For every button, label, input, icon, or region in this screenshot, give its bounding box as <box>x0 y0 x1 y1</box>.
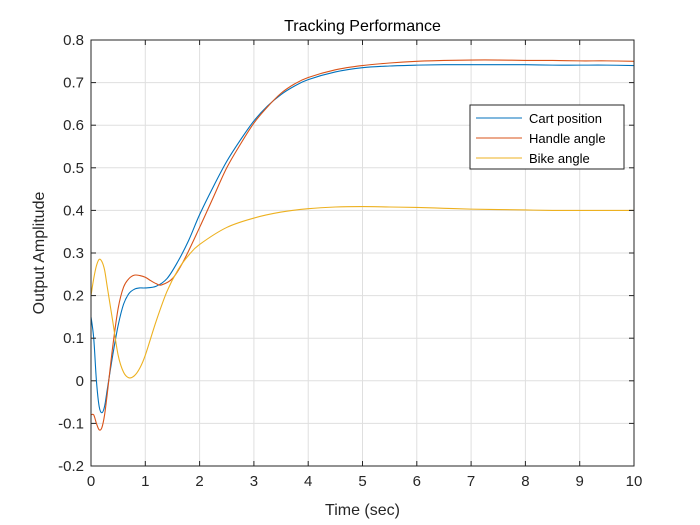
y-tick-label: 0.8 <box>63 32 84 49</box>
x-tick-label: 6 <box>413 473 421 490</box>
x-tick-label: 5 <box>358 473 366 490</box>
y-axis-label: Output Amplitude <box>31 192 48 315</box>
legend-label-handle-angle: Handle angle <box>529 131 606 146</box>
y-tick-label: -0.2 <box>58 458 84 475</box>
x-tick-label: 9 <box>576 473 584 490</box>
y-tick-label: 0.6 <box>63 117 84 134</box>
ticks: 0 1 2 3 4 5 6 7 8 9 10 -0.2 -0.1 0 0.1 0.2 0.3 0.4 0.5 0.6 0… <box>58 32 642 490</box>
x-tick-label: 2 <box>195 473 203 490</box>
x-tick-label: 10 <box>626 473 643 490</box>
legend-entries: Cart position Handle angle Bike angle <box>476 111 606 166</box>
chart-title: Tracking Performance <box>284 18 441 35</box>
y-tick-label: 0.5 <box>63 160 84 177</box>
x-tick-label: 4 <box>304 473 312 490</box>
y-tick-label: 0.4 <box>63 202 84 219</box>
y-tick-label: 0.7 <box>63 75 84 92</box>
x-tick-label: 1 <box>141 473 149 490</box>
x-tick-label: 7 <box>467 473 475 490</box>
x-tick-label: 3 <box>250 473 258 490</box>
legend: Cart position Handle angle Bike angle <box>469 104 625 170</box>
x-tick-label: 0 <box>87 473 95 490</box>
y-tick-label: 0.2 <box>63 288 84 305</box>
x-axis-label: Time (sec) <box>325 502 400 519</box>
series-group <box>90 59 635 431</box>
y-tick-label: 0 <box>76 373 84 390</box>
legend-label-cart-position: Cart position <box>529 111 602 126</box>
y-tick-label: -0.1 <box>58 415 84 432</box>
x-tick-label: 8 <box>521 473 529 490</box>
legend-label-bike-angle: Bike angle <box>529 151 590 166</box>
series-line-bike-angle <box>90 206 634 379</box>
y-tick-label: 0.1 <box>63 330 84 347</box>
series-line-handle-angle <box>90 59 635 431</box>
y-tick-label: 0.3 <box>63 245 84 262</box>
